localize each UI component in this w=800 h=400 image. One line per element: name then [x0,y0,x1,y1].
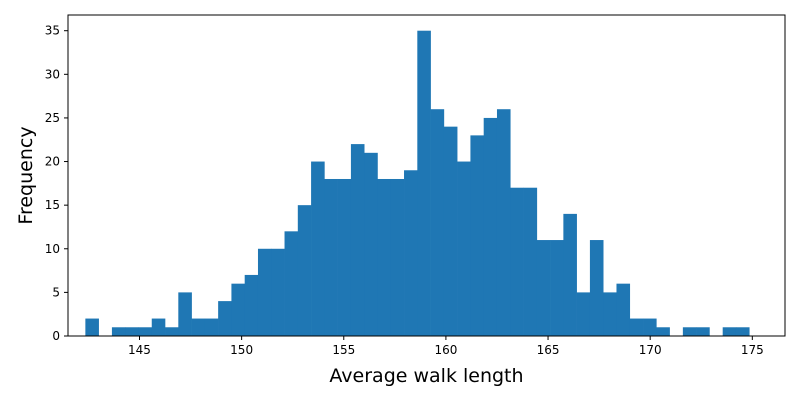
histogram-bar [257,248,272,336]
x-tick-label: 150 [230,343,253,357]
histogram-bar [682,327,697,336]
y-tick-label: 25 [45,111,60,125]
histogram-bar [550,240,564,336]
histogram-bar [231,283,245,336]
y-tick-label: 0 [52,329,60,343]
bars-group [85,30,750,337]
plot-frame [67,14,786,337]
histogram-bar [165,327,179,336]
histogram-bar [443,126,458,336]
y-tick-label: 30 [45,67,60,81]
y-axis-ticks: 0 5 10 15 20 25 30 35 [45,24,68,343]
y-tick-label: 35 [45,24,60,38]
histogram-bar [536,240,551,336]
y-tick-label: 15 [45,198,60,212]
y-tick-label: 5 [52,285,60,299]
histogram-bar [417,30,431,337]
histogram-bar [457,161,471,336]
histogram-bar [178,292,192,336]
x-tick-label: 145 [128,343,151,357]
histogram-bar [563,213,577,336]
histogram-bar [390,178,405,336]
histogram-bar [696,327,710,336]
histogram-bar [603,292,617,336]
histogram-bar [643,318,657,336]
histogram-bar [125,327,139,336]
x-tick-label: 155 [332,343,355,357]
histogram-bar [496,109,511,337]
x-tick-label: 165 [537,343,560,357]
histogram-bar [523,187,538,336]
histogram-bar [311,161,325,336]
histogram-bar [284,231,299,336]
histogram-bar [204,318,219,336]
histogram-bar [629,318,644,336]
histogram-bar [337,178,352,336]
y-axis-title: Frequency [15,126,37,224]
histogram-bar [350,144,365,336]
histogram-bar [218,301,232,336]
y-tick-label: 10 [45,242,60,256]
x-tick-label: 160 [434,343,457,357]
x-axis-ticks: 145 150 155 160 165 170 175 [128,336,764,357]
histogram-bar [377,178,392,336]
y-tick-label: 20 [45,155,60,169]
x-tick-label: 170 [639,343,662,357]
histogram-bar [151,318,166,336]
histogram-bar [271,248,285,336]
x-axis-title: Average walk length [329,365,523,387]
histogram-bar [191,318,206,336]
histogram-bar [656,327,670,336]
histogram-bar [430,109,445,337]
histogram-bar [735,327,750,336]
histogram-bar [470,135,484,336]
histogram-bar [111,327,126,336]
histogram-bar [616,283,631,336]
histogram-bar [510,187,524,336]
histogram-bar [483,117,498,336]
histogram-bar [297,205,312,336]
histogram-bar [138,327,153,336]
histogram-bar [244,274,259,336]
histogram-bar [589,240,604,336]
histogram-bar [324,178,338,336]
histogram-bar [722,327,737,336]
histogram-bar [364,152,378,336]
histogram-bar [85,318,99,336]
histogram-bar [404,170,418,336]
histogram-bar [576,292,591,336]
x-tick-label: 175 [741,343,764,357]
